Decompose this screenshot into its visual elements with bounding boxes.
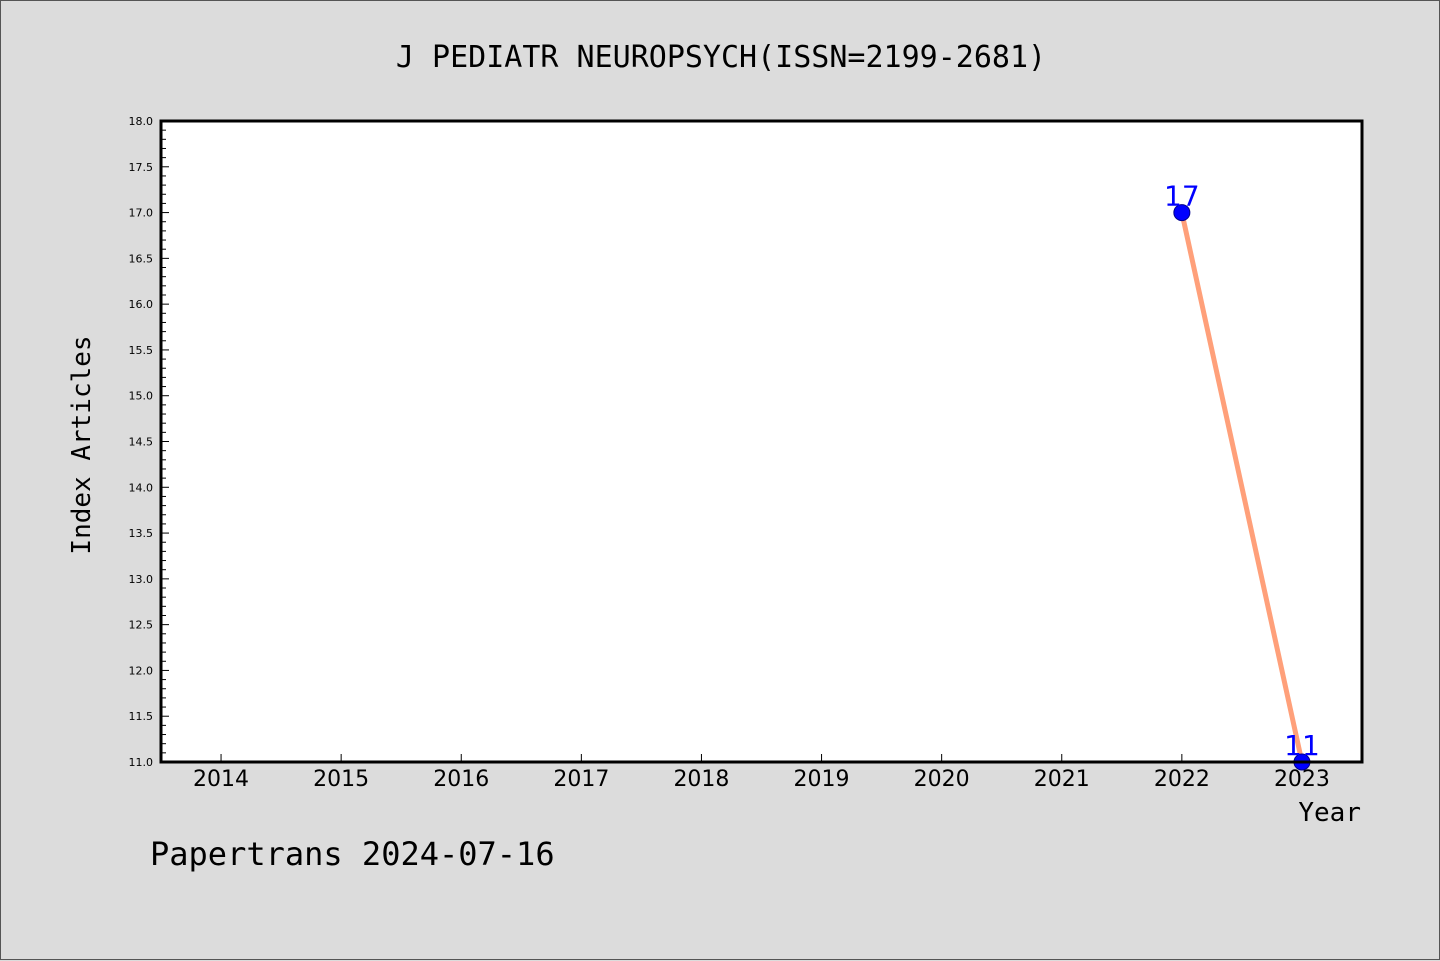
y-tick-label: 14.5: [129, 436, 154, 449]
x-tick-label: 2017: [553, 767, 609, 792]
data-point: [1173, 204, 1191, 222]
y-tick-label: 13.5: [129, 527, 154, 540]
y-tick-label: 15.0: [129, 390, 154, 403]
y-tick-label: 15.5: [129, 344, 154, 357]
y-axis: 11.0 11.5 12.0 12.5 13.0 13.5 14.0 14.5 15.0 15.5…: [129, 115, 169, 769]
x-tick-label: 2015: [313, 767, 369, 792]
series-line: [1179, 210, 1305, 765]
y-tick-label: 16.5: [129, 252, 154, 265]
x-axis-label: Year: [1298, 798, 1361, 828]
chart-title: J PEDIATR NEUROPSYCH(ISSN=2199-2681): [396, 40, 1046, 75]
x-tick-label: 2020: [914, 767, 970, 792]
data-label: 17: [1164, 180, 1200, 213]
y-tick-label: 11.0: [129, 756, 154, 769]
x-axis: 2014 2015 2016 2017 2018 2019 2020 2021 2022 2023: [193, 754, 1330, 792]
x-tick-label: 2019: [794, 767, 850, 792]
y-tick-label: 11.5: [129, 710, 154, 723]
y-axis-label: Index Articles: [67, 335, 97, 554]
y-tick-label: 14.0: [129, 481, 154, 494]
data-label: 11: [1284, 729, 1320, 762]
x-tick-label: 2014: [193, 767, 249, 792]
x-tick-label: 2022: [1154, 767, 1210, 792]
y-tick-label: 16.0: [129, 298, 154, 311]
y-tick-label: 12.5: [129, 619, 154, 632]
y-tick-label: 13.0: [129, 573, 154, 586]
y-tick-label: 18.0: [129, 115, 154, 128]
y-tick-label: 12.0: [129, 664, 154, 677]
plot-frame: [159, 119, 1364, 764]
y-tick-label: 17.5: [129, 161, 154, 174]
footer-text: Papertrans 2024-07-16: [150, 835, 555, 873]
x-tick-label: 2023: [1274, 767, 1330, 792]
x-tick-label: 2021: [1034, 767, 1090, 792]
x-tick-label: 2018: [673, 767, 729, 792]
plot-area: [161, 121, 1362, 762]
y-tick-label: 17.0: [129, 207, 154, 220]
x-tick-label: 2016: [433, 767, 489, 792]
